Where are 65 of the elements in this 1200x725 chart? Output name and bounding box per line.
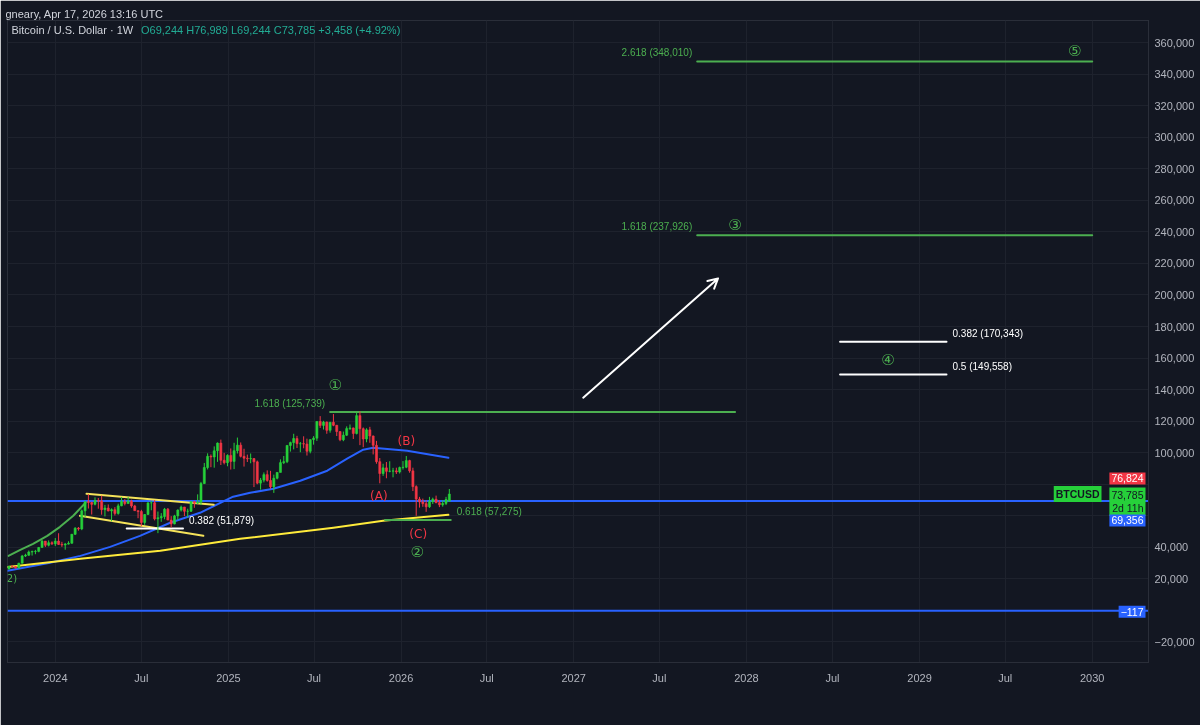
candlestick	[272, 474, 276, 494]
series-label: 0.382 (51,879)	[189, 514, 255, 526]
y-tick-label: 120,000	[1154, 415, 1195, 428]
y-tick-label: 260,000	[1154, 194, 1195, 207]
annotation: ②	[410, 542, 424, 561]
annotation: ①	[328, 376, 342, 395]
y-tick-label: 140,000	[1154, 383, 1195, 396]
series-label: 0.5 (149,558)	[952, 360, 1013, 372]
series-label: 0.618 (57,275)	[456, 506, 522, 518]
y-tick-label: 40,000	[1154, 541, 1189, 554]
y-tick-label: 20,000	[1154, 572, 1189, 585]
candlestick	[153, 499, 156, 521]
candlestick	[100, 495, 103, 516]
x-tick-label: Jul	[825, 671, 840, 684]
series-label: 2.618 (348,010)	[621, 47, 693, 59]
annotation: (A)	[370, 489, 388, 504]
candlestick	[315, 420, 319, 442]
annotation: 2)	[6, 572, 18, 584]
candlestick	[212, 445, 216, 469]
candlestick	[298, 441, 302, 453]
x-tick-label: 2026	[388, 671, 414, 684]
ref-line-label: −117	[1120, 605, 1144, 618]
x-tick-label: 2030	[1079, 671, 1105, 684]
y-tick-label: 360,000	[1154, 36, 1195, 49]
y-tick-label: 280,000	[1154, 162, 1195, 175]
y-tick-label: 240,000	[1154, 225, 1195, 238]
x-tick-label: 2025	[216, 671, 241, 684]
chart-title: Bitcoin / U.S. Dollar · 1W	[11, 23, 134, 36]
y-tick-label: 340,000	[1154, 68, 1195, 81]
annotation: 76,824	[1111, 472, 1144, 485]
series-label: 1.618 (125,739)	[254, 398, 326, 410]
annotation: 73,785 2d 11h	[1111, 489, 1144, 514]
y-tick-label: 200,000	[1154, 288, 1195, 301]
annotation: (B)	[397, 434, 416, 449]
candlestick	[60, 541, 64, 548]
y-tick-label: 160,000	[1154, 352, 1195, 365]
annotation: ③	[728, 216, 742, 235]
y-tick-label: 220,000	[1154, 257, 1195, 270]
x-tick-label: 2028	[734, 671, 759, 684]
annotation: (C)	[409, 526, 428, 541]
text: BTCUSD	[1055, 488, 1100, 501]
annotation: ④	[881, 350, 895, 369]
series-label: 1.618 (237,926)	[621, 221, 693, 233]
candlestick	[229, 447, 233, 471]
text: gneary, Apr 17, 2026 13:16 UTC	[5, 7, 164, 20]
y-tick-label: 320,000	[1154, 99, 1195, 112]
x-tick-label: 2027	[561, 671, 586, 684]
annotation: ⑤	[1068, 42, 1082, 61]
y-tick-label: 300,000	[1154, 131, 1195, 144]
candlestick	[388, 460, 392, 473]
x-tick-label: Jul	[134, 671, 149, 684]
x-tick-label: Jul	[307, 671, 322, 684]
y-tick-label: 180,000	[1154, 320, 1195, 333]
chart-subtitle: O69,244 H76,989 L69,244 C73,785 +3,458 (+4.92%)	[141, 23, 401, 36]
y-tick-label: −20,000	[1154, 635, 1195, 648]
candlestick	[232, 442, 236, 470]
ref-line-label: 69,356	[1111, 514, 1144, 527]
x-tick-label: Jul	[479, 671, 494, 684]
x-tick-label: 2029	[907, 671, 932, 684]
y-tick-label: 100,000	[1154, 446, 1195, 459]
x-tick-label: Jul	[998, 671, 1013, 684]
series-label: 0.382 (170,343)	[952, 327, 1024, 339]
x-tick-label: Jul	[652, 671, 667, 684]
candlestick	[401, 460, 405, 471]
x-tick-label: 2024	[43, 671, 68, 684]
